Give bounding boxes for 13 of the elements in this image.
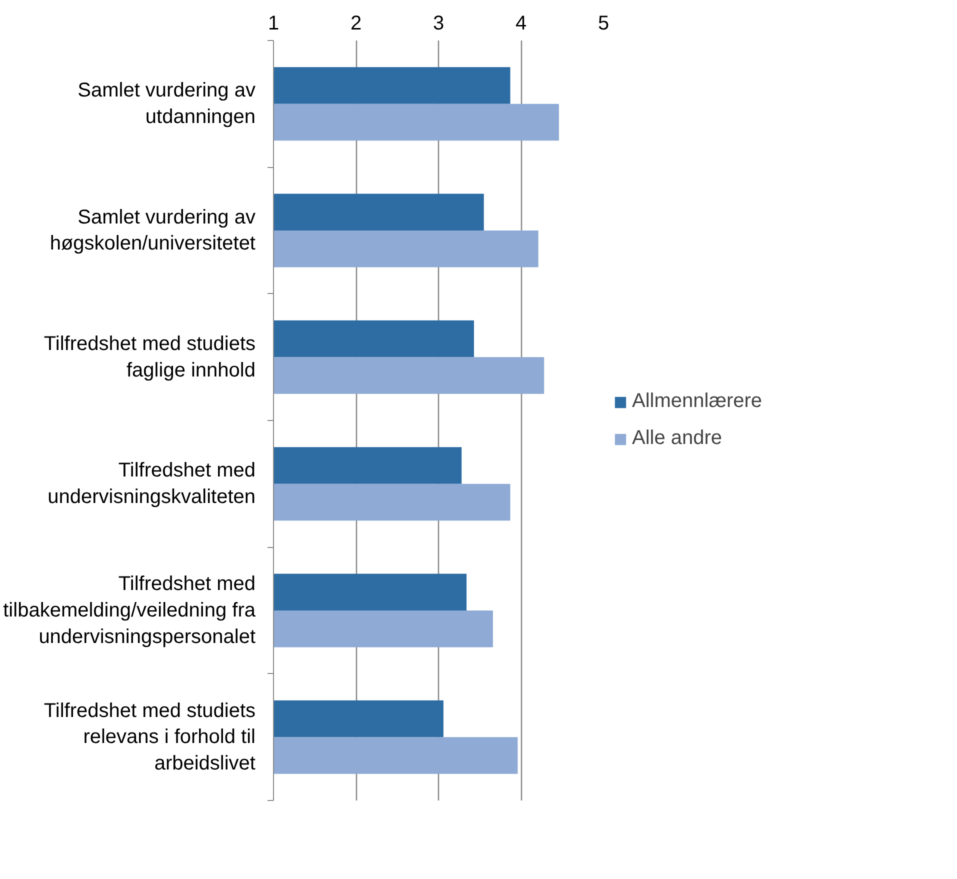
legend-label: Allmennlærere [632, 390, 762, 413]
legend-label: Alle andre [632, 427, 722, 450]
y-tick-label: Samlet vurdering av utdanningen [78, 80, 256, 128]
x-tick-label: 3 [432, 12, 444, 34]
x-tick-label: 2 [350, 12, 362, 34]
x-tick-label: 4 [515, 12, 527, 34]
x-tick-label: 1 [268, 12, 280, 34]
y-tick-label: Tilfredshet med studiets faglige innhold [44, 332, 256, 382]
x-tick-label: 5 [598, 12, 610, 34]
y-tick-label: Tilfredshet med studiets relevans i forhold til arbeidslivet [44, 700, 256, 775]
y-tick-label: Samlet vurdering av høgskolen/universitetet [50, 206, 256, 255]
y-tick-label: Tilfredshet med undervisningskvaliteten [48, 460, 256, 508]
y-tick-label: Tilfredshet med tilbakemelding/veiledning fra undervisningspersonalet [3, 573, 256, 648]
